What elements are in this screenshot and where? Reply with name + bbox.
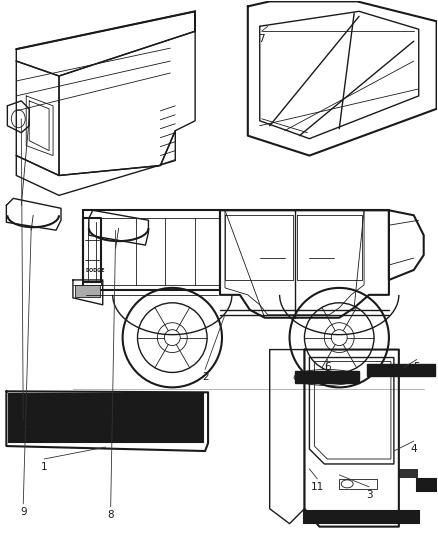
Text: 9: 9 <box>20 507 27 516</box>
Text: 2: 2 <box>202 373 208 382</box>
Bar <box>9 394 203 442</box>
Text: DODGE: DODGE <box>86 268 106 273</box>
Bar <box>339 479 377 489</box>
Bar <box>417 479 438 491</box>
Text: 6: 6 <box>324 362 331 373</box>
Text: 7: 7 <box>258 34 265 44</box>
Text: 1: 1 <box>41 462 47 472</box>
Text: 5: 5 <box>413 362 420 373</box>
Text: 3: 3 <box>366 490 372 500</box>
Bar <box>399 469 417 477</box>
Text: 8: 8 <box>107 510 114 520</box>
Text: 11: 11 <box>311 482 324 492</box>
Bar <box>294 372 359 383</box>
Bar <box>304 511 419 523</box>
Text: 4: 4 <box>410 444 417 454</box>
Bar <box>75 285 100 297</box>
Text: 10: 10 <box>17 422 30 432</box>
Bar <box>367 365 434 376</box>
